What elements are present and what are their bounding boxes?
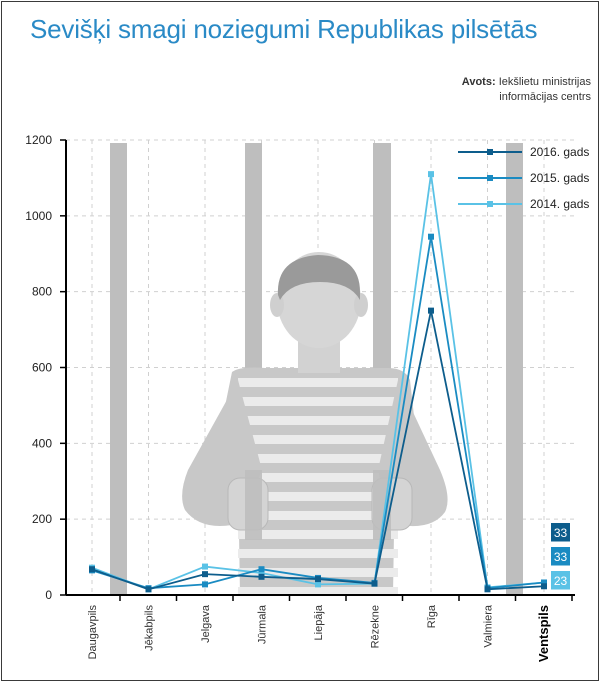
y-tick-label: 800 <box>32 285 52 299</box>
prisoner-stripe <box>238 454 398 463</box>
x-tick-label: Jelgava <box>200 604 212 643</box>
series-point <box>541 579 547 586</box>
prisoner-stripe <box>238 473 398 482</box>
end-label-text: 23 <box>554 574 568 588</box>
prisoner-stripe <box>238 511 398 520</box>
end-labels: 33 33 23 <box>551 523 570 591</box>
series-point <box>541 583 547 590</box>
chart-title: Sevišķi smagi noziegumi Republikas pilsē… <box>30 14 538 44</box>
y-tick-label: 400 <box>32 436 52 450</box>
end-label-box <box>551 547 570 566</box>
series-point <box>145 586 152 593</box>
legend-label: 2016. gads <box>530 145 589 159</box>
end-label-text: 33 <box>554 526 568 540</box>
x-tick-label: Rīga <box>426 604 438 628</box>
series-point <box>428 307 434 314</box>
end-label-box <box>551 523 570 542</box>
series-point <box>315 581 321 588</box>
x-tick-label: Jēkabpils <box>144 605 156 651</box>
series-point <box>428 233 434 240</box>
y-tick-label: 600 <box>32 361 52 375</box>
prisoner-stripe <box>238 568 398 577</box>
series-point <box>484 586 491 593</box>
source-line-1: Iekšlietu ministrijas <box>498 76 591 88</box>
legend: 2016. gads 2015. gads 2014. gads <box>458 145 589 211</box>
prisoner-stripe <box>238 549 398 558</box>
series-point <box>202 581 208 588</box>
series-lines <box>89 171 547 593</box>
y-tick-label: 0 <box>45 588 52 602</box>
prison-bar <box>506 143 523 595</box>
prisoner-stripe <box>238 435 398 444</box>
legend-label: 2014. gads <box>530 197 589 211</box>
prisoner-stripe <box>238 530 398 539</box>
x-tick-label: Liepāja <box>313 604 325 640</box>
y-tick-label: 200 <box>32 512 52 526</box>
x-tick-label: Valmiera <box>483 604 495 647</box>
source-line-2: informācijas centrs <box>499 91 591 103</box>
y-tick-label: 1200 <box>25 133 52 147</box>
series-point <box>202 563 208 570</box>
prisoner-stripe <box>238 397 398 406</box>
x-tick-label: Daugavpils <box>87 605 99 660</box>
legend-marker <box>487 149 493 155</box>
legend-marker <box>487 201 493 207</box>
prison-bar-front <box>245 470 262 540</box>
legend-marker <box>487 175 493 181</box>
legend-label: 2015. gads <box>530 171 589 185</box>
series-point <box>258 566 265 573</box>
source-note: Avots: Iekšlietu ministrijas informācija… <box>462 75 591 105</box>
prisoner-stripe <box>238 378 398 387</box>
series-point <box>258 573 265 580</box>
prisoner-stripe <box>238 587 398 596</box>
axes: 0 200 400 600 800 1000 1200 Daugavpils Jēkabpils… <box>25 133 575 662</box>
y-tick-label: 1000 <box>25 209 52 223</box>
x-tick-label: Rēzekne <box>370 605 382 648</box>
prisoner-stripe <box>238 416 398 425</box>
series-point <box>428 171 434 178</box>
end-label-text: 33 <box>554 550 568 564</box>
series-point <box>202 571 208 578</box>
prisoner-stripe <box>238 492 398 501</box>
series-point <box>371 580 378 587</box>
series-point <box>258 570 265 577</box>
x-tick-label: Jūrmala <box>257 604 269 644</box>
prison-bar <box>110 143 127 595</box>
prisoner-hair <box>277 255 360 300</box>
series-point <box>315 576 321 583</box>
series-point <box>89 566 95 573</box>
source-label: Avots: <box>461 76 496 88</box>
prisoner-ear-right <box>354 293 368 317</box>
x-tick-label: Ventspils <box>536 605 551 662</box>
end-label-box <box>551 571 570 590</box>
